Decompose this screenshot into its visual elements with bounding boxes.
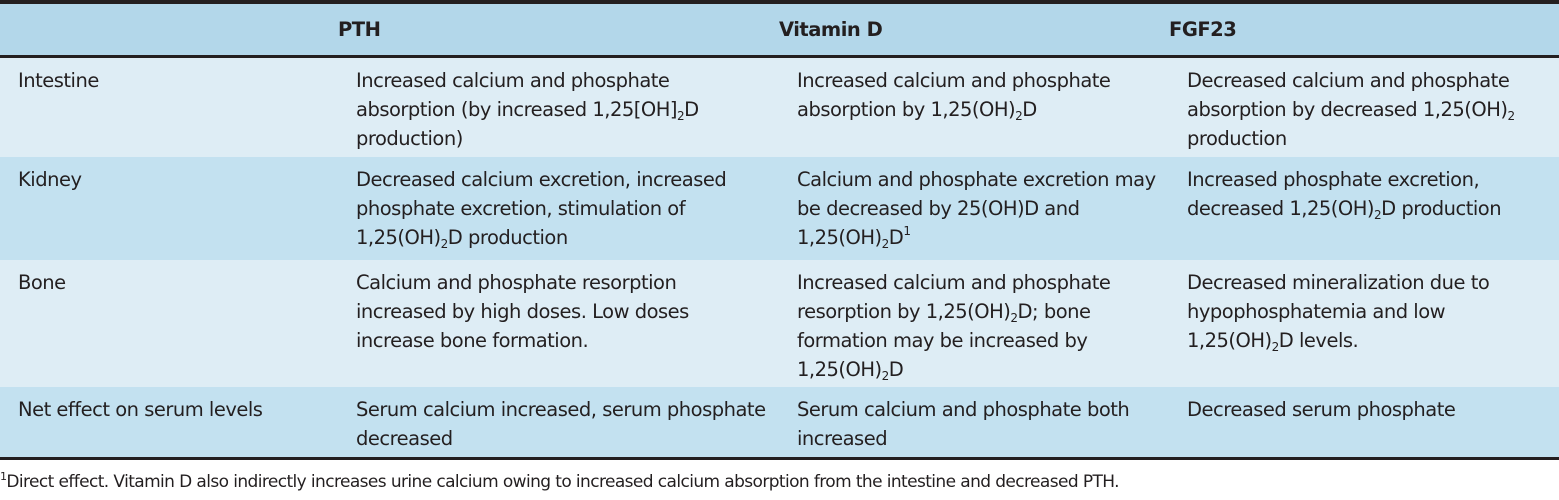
cell-text: D; bone formation may be increased by 1,…	[797, 300, 1091, 381]
header-cell-pth: PTH	[338, 18, 381, 41]
subscript: 2	[1010, 311, 1018, 325]
cell-vitamin-d: Increased calcium and phosphate absorpti…	[779, 58, 1169, 157]
cell-text: Increased calcium and phosphate absorpti…	[797, 69, 1111, 121]
cell-text: Increased calcium and phosphate resorpti…	[797, 271, 1111, 323]
subscript: 2	[1015, 109, 1023, 123]
subscript: 2	[1374, 208, 1382, 222]
subscript: 2	[1507, 109, 1516, 123]
comparison-table: PTH Vitamin D FGF23 Intestine Increased c…	[0, 0, 1559, 460]
cell-pth: Increased calcium and phosphate absorpti…	[338, 58, 779, 157]
table-row: Kidney Decreased calcium excretion, incre…	[0, 157, 1559, 260]
table-header-row: PTH Vitamin D FGF23	[0, 4, 1559, 58]
cell-fgf23: Decreased serum phosphate	[1169, 387, 1559, 457]
cell-fgf23: Decreased calcium and phosphate absorpti…	[1169, 58, 1559, 157]
cell-text: Increased calcium and phosphate absorpti…	[356, 69, 678, 121]
cell-pth: Serum calcium increased, serum phosphate…	[338, 387, 779, 457]
table-row: Intestine Increased calcium and phosphate…	[0, 58, 1559, 157]
superscript: 1	[903, 224, 911, 238]
table-row: Bone Calcium and phosphate resorption inc…	[0, 260, 1559, 387]
cell-text: D	[1022, 98, 1037, 121]
subscript: 2	[677, 109, 685, 123]
cell-pth: Calcium and phosphate resorption increas…	[338, 260, 779, 387]
cell-text: D levels.	[1278, 329, 1359, 352]
cell-text: D production)	[356, 98, 699, 150]
row-label: Intestine	[18, 69, 99, 92]
cell-vitamin-d: Serum calcium and phosphate both increas…	[779, 387, 1169, 457]
subscript: 2	[440, 237, 449, 251]
cell-text: Decreased mineralization due to hypophos…	[1187, 271, 1490, 352]
footnote: 1Direct effect. Vitamin D also indirectl…	[0, 470, 1120, 492]
cell-text: Decreased serum phosphate	[1187, 398, 1456, 421]
table-row: Net effect on serum levels Serum calcium …	[0, 387, 1559, 457]
subscript: 2	[881, 237, 890, 251]
cell-text: Calcium and phosphate excretion may be d…	[797, 168, 1156, 249]
cell-text: Decreased calcium and phosphate absorpti…	[1187, 69, 1510, 121]
cell-vitamin-d: Calcium and phosphate excretion may be d…	[779, 157, 1169, 260]
subscript: 2	[1271, 340, 1280, 354]
header-cell-vitamin-d: Vitamin D	[779, 18, 883, 41]
table-body: Intestine Increased calcium and phosphate…	[0, 58, 1559, 457]
row-label: Bone	[18, 271, 66, 294]
subscript: 2	[881, 369, 890, 383]
cell-pth: Decreased calcium excretion, increased p…	[338, 157, 779, 260]
row-label: Net effect on serum levels	[18, 398, 263, 421]
cell-text: production	[1187, 127, 1287, 150]
cell-text: D production	[447, 226, 568, 249]
cell-text: Calcium and phosphate resorption increas…	[356, 271, 689, 352]
cell-text: Increased phosphate excretion, decreased…	[1187, 168, 1480, 220]
cell-fgf23: Increased phosphate excretion, decreased…	[1169, 157, 1559, 260]
cell-text: D	[888, 358, 904, 381]
cell-text: D production	[1381, 197, 1502, 220]
footnote-marker: 1	[0, 470, 7, 483]
footnote-text: Direct effect. Vitamin D also indirectly…	[6, 472, 1119, 492]
cell-text: D	[888, 226, 904, 249]
header-cell-fgf23: FGF23	[1169, 18, 1237, 41]
cell-text: Serum calcium and phosphate both increas…	[797, 398, 1130, 450]
row-label: Kidney	[18, 168, 82, 191]
cell-text: Decreased calcium excretion, increased p…	[356, 168, 727, 249]
cell-fgf23: Decreased mineralization due to hypophos…	[1169, 260, 1559, 387]
cell-text: Serum calcium increased, serum phosphate…	[356, 398, 766, 450]
cell-vitamin-d: Increased calcium and phosphate resorpti…	[779, 260, 1169, 387]
